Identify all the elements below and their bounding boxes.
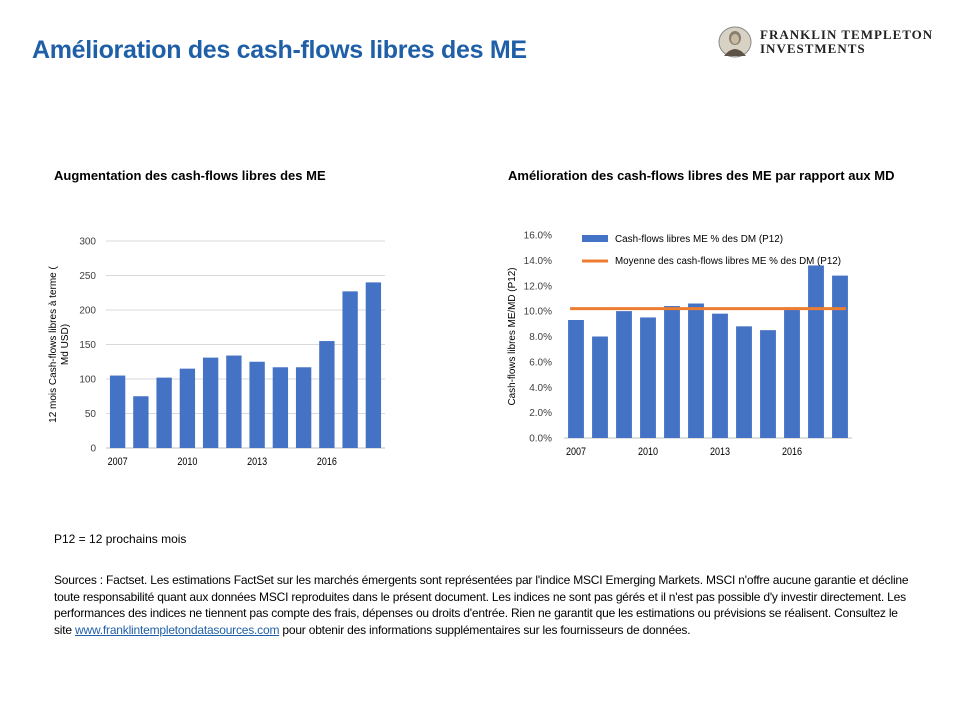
chart2-legend-bar-label: Cash-flows libres ME % des DM (P12) <box>615 234 783 245</box>
chart2-bar <box>664 306 680 438</box>
chart2-bar <box>760 330 776 438</box>
chart1-bar <box>249 361 265 448</box>
chart1-x-tick-label: 2010 <box>177 456 197 468</box>
chart1-bar <box>202 357 219 448</box>
chart1-title: Augmentation des cash-flows libres des M… <box>54 168 326 183</box>
chart2-plot: 0.0% 2.0% 4.0% 6.0% 8.0% 10.0% 12.0% 14.0% 16.0%… <box>507 231 852 458</box>
chart2-bar <box>832 275 848 438</box>
chart1-bar <box>226 355 242 448</box>
page-title: Amélioration des cash-flows libres des M… <box>32 36 527 64</box>
chart2-bar <box>712 313 728 438</box>
chart1-bar <box>109 375 126 448</box>
chart2-legend-line-label: Moyenne des cash-flows libres ME % des D… <box>615 256 841 267</box>
brand-subname: INVESTMENTS <box>760 41 866 56</box>
chart1-x-tick-label: 2016 <box>317 456 337 468</box>
chart2-bar <box>616 311 632 438</box>
chart2-y-tick-label: 6.0% <box>529 357 552 368</box>
chart2-legend-bar-swatch <box>582 235 608 242</box>
chart2-y-tick-label: 12.0% <box>524 281 552 292</box>
chart1-bar <box>133 396 149 448</box>
chart1-plot: 0 50 100 150 200 250 300 2007 2010 2013 2016 12 moi… <box>48 237 385 468</box>
chart1-x-tick-label: 2007 <box>108 456 128 468</box>
chart1-bar <box>179 368 196 448</box>
chart1-y-tick-label: 100 <box>79 375 96 386</box>
sources-text-after: pour obtenir des informations supplément… <box>279 622 691 637</box>
chart2-x-tick-label: 2010 <box>638 446 658 458</box>
chart2-y-tick-label: 10.0% <box>524 307 552 318</box>
sources-text: Sources : Factset. Les estimations FactS… <box>54 572 914 638</box>
chart2-x-tick-label: 2007 <box>566 446 586 458</box>
chart2-bar <box>640 317 656 438</box>
chart1-y-tick-label: 0 <box>90 444 96 455</box>
chart2-y-tick-label: 4.0% <box>529 383 552 394</box>
chart1-bar <box>272 367 289 448</box>
franklin-templeton-logo: FRANKLIN TEMPLETON INVESTMENTS <box>718 26 938 60</box>
chart2-bar <box>688 303 704 438</box>
chart2-y-tick-label: 2.0% <box>529 408 552 419</box>
chart1-bar <box>295 367 312 448</box>
chart2-y-tick-label: 0.0% <box>529 434 552 445</box>
chart2-bar <box>784 307 800 438</box>
chart2-bar <box>736 326 752 438</box>
sources-text-before: Sources : Factset. Les estimations FactS… <box>54 573 909 637</box>
chart2-bar <box>592 336 608 438</box>
chart1-bar <box>365 282 382 448</box>
chart2-title: Amélioration des cash-flows libres des M… <box>508 168 895 183</box>
chart1-y-tick-label: 50 <box>85 409 97 420</box>
chart2-bar <box>568 320 584 438</box>
brand-name: FRANKLIN TEMPLETON <box>760 27 934 42</box>
chart1-y-tick-label: 250 <box>79 271 96 282</box>
chart1-bar <box>342 291 358 448</box>
franklin-portrait-icon <box>718 26 752 58</box>
chart1-x-tick-label: 2013 <box>247 456 267 468</box>
chart1-bar <box>156 377 172 448</box>
chart2-y-tick-label: 8.0% <box>529 332 552 343</box>
chart1-y-tick-label: 300 <box>79 237 96 248</box>
chart2-y-tick-label: 14.0% <box>524 256 552 267</box>
sources-link[interactable]: www.franklintempletondatasources.com <box>75 622 280 637</box>
chart2-y-axis-label: Cash-flows libres ME/MD (P12) <box>507 268 518 406</box>
chart1-y-tick-label: 200 <box>79 306 96 317</box>
footnote-p12: P12 = 12 prochains mois <box>54 532 187 546</box>
chart1-bar <box>319 341 335 448</box>
chart2-x-tick-label: 2013 <box>710 446 730 458</box>
chart2-y-tick-label: 16.0% <box>524 231 552 242</box>
chart1-y-tick-label: 150 <box>79 340 96 351</box>
chart1-y-axis-label: 12 mois Cash-flows libres à terme (Md US… <box>48 265 71 422</box>
chart2-x-tick-label: 2016 <box>782 446 802 458</box>
chart2-bar <box>808 265 824 438</box>
